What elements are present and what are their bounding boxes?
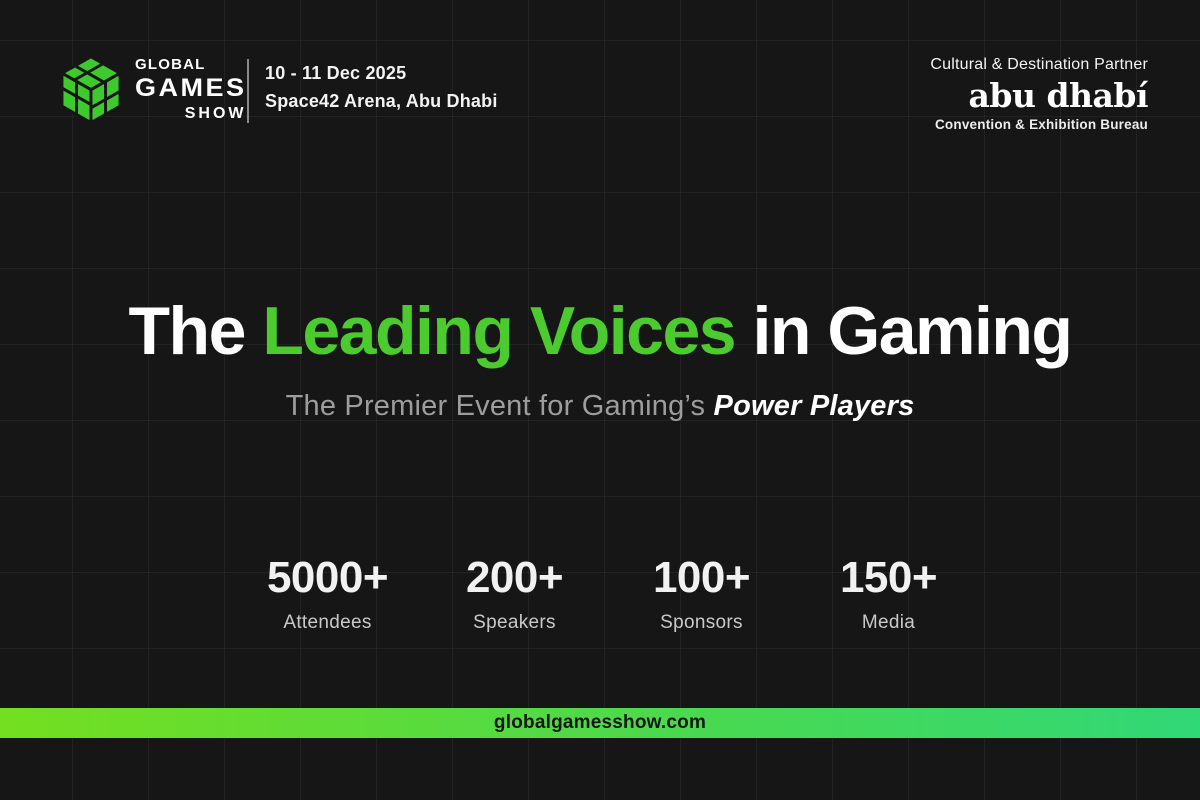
subtitle: The Premier Event for Gaming’s Power Pla… — [0, 390, 1200, 423]
stat-label: Sponsors — [660, 612, 743, 633]
stat-value: 200+ — [465, 553, 564, 602]
partner-title: Cultural & Destination Partner — [930, 56, 1148, 73]
stat-speakers: 200+ Speakers — [421, 553, 608, 633]
subtitle-prefix: The Premier Event for Gaming’s — [285, 390, 706, 422]
logo-wordmark: GLOBAL GAMES SHOW — [135, 53, 247, 122]
header: GLOBAL GAMES SHOW 10 - 11 Dec 2025 Space… — [0, 0, 1200, 150]
stat-label: Attendees — [283, 612, 372, 633]
stat-sponsors: 100+ Sponsors — [608, 553, 795, 633]
event-dates: 10 - 11 Dec 2025 — [265, 63, 407, 83]
partner-subtitle: Convention & Exhibition Bureau — [934, 117, 1148, 132]
stat-value: 150+ — [839, 553, 938, 602]
cube-logo-icon — [60, 55, 122, 125]
header-divider — [247, 59, 249, 123]
headline-prefix: The — [128, 293, 247, 369]
headline: The Leading Voices in Gaming — [0, 297, 1200, 365]
logo-word-games: GAMES — [135, 74, 247, 102]
stat-value: 100+ — [652, 553, 751, 602]
event-venue: Space42 Arena, Abu Dhabi — [265, 91, 498, 111]
stat-attendees: 5000+ Attendees — [234, 553, 421, 633]
stat-value: 5000+ — [266, 553, 389, 602]
footer-bar: globalgamesshow.com — [0, 708, 1200, 738]
headline-highlight: Leading Voices — [262, 293, 736, 369]
subtitle-emphasis: Power Players — [713, 390, 915, 422]
website-url: globalgamesshow.com — [493, 712, 707, 733]
global-games-show-logo: GLOBAL GAMES SHOW — [58, 53, 247, 129]
stats-row: 5000+ Attendees 200+ Speakers 100+ Spons… — [234, 553, 982, 633]
logo-word-global: GLOBAL — [135, 56, 206, 73]
partner-abu-dhabi-wordmark: abu dhabí — [968, 76, 1149, 115]
stat-label: Speakers — [473, 612, 556, 633]
partner-lockup: Cultural & Destination Partner abu dhabí… — [930, 57, 1148, 132]
stat-label: Media — [861, 612, 916, 633]
event-date-venue: 10 - 11 Dec 2025 Space42 Arena, Abu Dhab… — [265, 64, 498, 110]
headline-suffix: in Gaming — [752, 293, 1073, 369]
logo-word-show: SHOW — [184, 105, 247, 122]
stat-media: 150+ Media — [795, 553, 982, 633]
